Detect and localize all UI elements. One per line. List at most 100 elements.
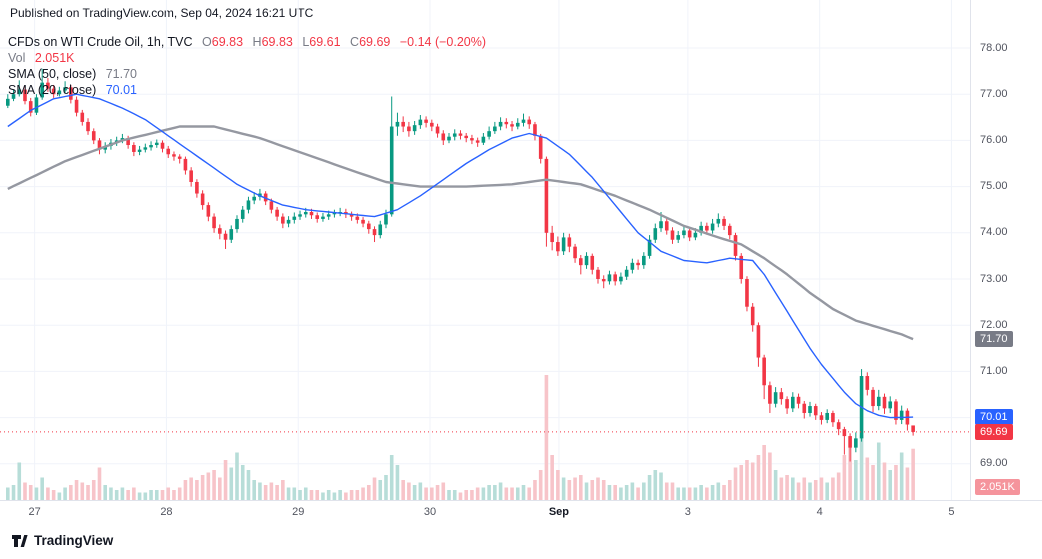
volume-bar [504, 487, 509, 500]
volume-bar [166, 487, 171, 500]
candle-body [475, 140, 480, 143]
candle-body [796, 396, 801, 404]
candle-body [63, 87, 67, 91]
candle-body [46, 82, 50, 89]
candle-body [538, 135, 543, 159]
volume-bar [40, 477, 44, 500]
volume-bar [223, 460, 228, 500]
volume-bar [177, 487, 182, 500]
volume-bar [642, 482, 646, 500]
volume-bar [653, 470, 658, 500]
volume-bar [527, 487, 532, 500]
sma20-label: SMA (20, close) [8, 83, 97, 97]
candle-body [888, 401, 893, 409]
volume-bar [258, 482, 262, 500]
volume-bar [659, 472, 663, 500]
volume-bar [109, 487, 113, 500]
candle-body [126, 138, 130, 146]
volume-bar [401, 480, 405, 500]
candle-body [894, 401, 898, 420]
time-tick-label: 29 [292, 506, 305, 518]
volume-bar [544, 375, 549, 500]
candle-body [573, 246, 577, 259]
volume-bar [607, 485, 612, 500]
candle-body [802, 403, 807, 413]
candle-body [355, 216, 360, 220]
volume-bar [768, 452, 772, 500]
volume-bar [521, 485, 526, 500]
volume-bar [126, 490, 130, 500]
volume-bar [905, 467, 910, 500]
volume-bar [854, 460, 858, 500]
candle-body [848, 436, 852, 448]
publish-info: Published on TradingView.com, Sep 04, 20… [10, 6, 314, 20]
volume-bar [894, 465, 898, 500]
time-axis[interactable]: 27 28 29 30 Sep 3 4 5 [0, 500, 1042, 523]
volume-bar [143, 492, 148, 500]
candle-body [785, 399, 789, 409]
candle-body [389, 126, 394, 215]
price-tick-label: 76.00 [980, 133, 1008, 146]
volume-bar [750, 462, 755, 500]
volume-bar [773, 470, 778, 500]
volume-bar [120, 487, 125, 500]
candle-body [137, 149, 142, 152]
volume-bar [344, 492, 348, 500]
time-tick-label: Sep [548, 506, 570, 518]
tradingview-branding[interactable]: TradingView [10, 531, 113, 549]
volume-bar [579, 475, 583, 500]
candle-body [762, 357, 766, 386]
volume-bar [321, 492, 325, 500]
candle-body [166, 148, 171, 155]
price-axis[interactable]: 78.00 77.00 76.00 75.00 74.00 73.00 72.00 71.00… [970, 0, 1042, 500]
volume-bar [802, 477, 807, 500]
volume-bar [372, 477, 377, 500]
tradingview-logo-icon [12, 535, 28, 547]
volume-bar [533, 480, 537, 500]
high-value: 69.83 [261, 35, 293, 49]
volume-bar [664, 482, 669, 500]
volume-bar [361, 487, 365, 500]
candle-body [664, 221, 669, 231]
price-tick-label: 71.00 [980, 364, 1008, 377]
volume-bar [23, 482, 27, 500]
volume-bar [11, 485, 16, 500]
time-tick-label: 4 [816, 506, 823, 518]
candle-body [23, 89, 27, 102]
candle-body [91, 131, 96, 141]
candle-body [619, 276, 623, 282]
volume-bar [132, 487, 136, 500]
close-value: 69.69 [359, 35, 391, 49]
volume-bar [103, 485, 108, 500]
candle-body [624, 269, 629, 277]
candle-body [682, 230, 686, 236]
candle-body [722, 218, 726, 226]
candle-body [154, 142, 159, 146]
volume-bar [212, 470, 216, 500]
low-label: L [302, 35, 310, 49]
volume-bar [498, 482, 503, 500]
candle-body [418, 119, 423, 126]
candle-body [286, 219, 291, 224]
tradingview-brand-text: TradingView [34, 532, 114, 548]
volume-bar [556, 470, 560, 500]
candle-body [332, 212, 337, 215]
volume-bar [183, 480, 188, 500]
volume-bar [6, 487, 10, 500]
candle-body [825, 412, 829, 420]
volume-bar [745, 460, 749, 500]
price-tick-label: 73.00 [980, 272, 1008, 285]
candle-body [584, 255, 589, 266]
candle-body [195, 181, 199, 194]
volume-bar [613, 485, 617, 500]
volume-bar [303, 487, 308, 500]
candle-body [515, 122, 520, 127]
candle-body [452, 133, 457, 137]
volume-bar [493, 485, 497, 500]
candle-body [865, 376, 870, 390]
volume-bar [813, 480, 818, 500]
open-label: O [202, 35, 212, 49]
volume-bar [733, 467, 738, 500]
volume-bar [246, 470, 251, 500]
